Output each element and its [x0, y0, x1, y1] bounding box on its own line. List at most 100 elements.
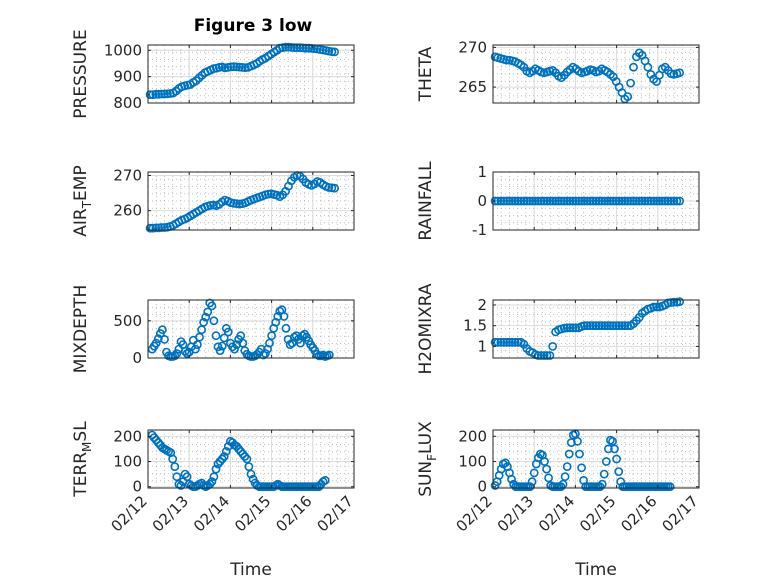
data-point: [502, 55, 511, 65]
subplot-pressure: 800 900 1000 PRESSURE: [71, 29, 355, 119]
axes-box: [147, 429, 355, 489]
data-point: [610, 444, 619, 454]
data-point: [203, 307, 213, 317]
axes-box: [147, 44, 355, 104]
data-point: [273, 311, 283, 321]
data-point: [219, 333, 229, 343]
data-point: [151, 223, 161, 233]
series-markers: [147, 298, 334, 361]
ticks: 800 900 1000: [104, 41, 355, 112]
data-point: [151, 435, 161, 445]
data-point: [153, 334, 163, 344]
data-point: [157, 223, 166, 232]
data-point: [542, 351, 552, 360]
data-point: [669, 196, 679, 206]
data-point: [330, 183, 339, 193]
ticks: -1 0 1: [472, 163, 700, 239]
data-point: [601, 457, 611, 466]
data-point: [145, 223, 155, 233]
data-point: [519, 196, 529, 206]
data-point: [507, 474, 516, 484]
y-axis-label: TERRMSL: [71, 421, 94, 498]
x-tick-label: 02/17: [659, 492, 702, 535]
data-point: [244, 462, 254, 471]
data-point: [145, 90, 155, 99]
data-point: [232, 62, 241, 72]
data-point: [614, 321, 624, 331]
subplot-rainfall: -1 0 1 RAINFALL: [416, 161, 700, 241]
data-point: [168, 454, 178, 464]
y-tick-label: 0: [477, 192, 487, 210]
data-point: [190, 344, 200, 354]
y-tick-label: 100: [113, 453, 142, 471]
y-axis-label-rest: LUX: [416, 421, 436, 454]
data-point: [562, 196, 572, 206]
data-point: [201, 312, 211, 322]
data-point: [209, 472, 219, 482]
y-axis-label: MIXDEPTH: [71, 285, 91, 374]
data-point: [211, 331, 221, 341]
data-point: [557, 196, 566, 206]
data-point: [599, 469, 609, 479]
y-tick-label: 100: [458, 453, 487, 471]
data-point: [151, 89, 161, 99]
y-axis-label-subscript: F: [425, 454, 439, 461]
x-tick-label: 02/17: [314, 492, 357, 535]
data-point: [594, 196, 604, 206]
data-point: [603, 321, 612, 331]
data-point: [223, 327, 233, 337]
data-point: [213, 459, 223, 469]
data-point: [199, 317, 208, 327]
axes-box: [147, 299, 355, 359]
x-tick-label: 02/14: [535, 492, 578, 535]
data-point: [221, 446, 231, 456]
data-point: [525, 196, 535, 206]
data-point: [211, 464, 221, 474]
y-tick-label: 0: [132, 349, 142, 367]
data-point: [629, 62, 638, 72]
data-point: [499, 337, 509, 347]
data-point: [626, 78, 635, 88]
data-point: [172, 349, 182, 358]
data-point: [502, 337, 511, 347]
data-point: [508, 196, 517, 206]
data-point: [623, 92, 633, 101]
data-point: [234, 444, 243, 454]
data-point: [649, 196, 659, 206]
data-point: [536, 196, 546, 206]
data-point: [510, 196, 520, 206]
figure-title: Figure 3 low: [194, 16, 313, 36]
data-point: [559, 196, 569, 206]
y-tick-label: 0: [132, 478, 142, 496]
data-point: [574, 196, 584, 206]
data-point: [160, 334, 169, 344]
axes-box: [492, 429, 700, 489]
data-point: [542, 464, 551, 474]
data-point: [542, 196, 552, 206]
data-point: [591, 321, 601, 331]
data-point: [665, 482, 675, 492]
axes-box: [147, 171, 355, 231]
data-point: [571, 323, 581, 333]
data-point: [545, 351, 555, 360]
data-point: [629, 196, 638, 206]
data-point: [289, 43, 299, 52]
data-point: [577, 463, 586, 473]
data-point: [539, 196, 549, 206]
data-point: [157, 325, 167, 335]
y-axis-label-subscript: T: [80, 200, 94, 209]
y-axis-label: H2OMIXRA: [416, 283, 436, 374]
y-tick-label: -1: [472, 221, 487, 239]
data-point: [571, 196, 581, 206]
data-point: [606, 321, 615, 331]
data-point: [170, 351, 180, 361]
subplot-mixdepth: 0 500 MIXDEPTH: [71, 285, 355, 374]
data-point: [617, 321, 627, 331]
data-point: [160, 89, 169, 99]
series-markers: [490, 48, 684, 104]
data-point: [669, 297, 679, 307]
data-point: [585, 196, 595, 206]
